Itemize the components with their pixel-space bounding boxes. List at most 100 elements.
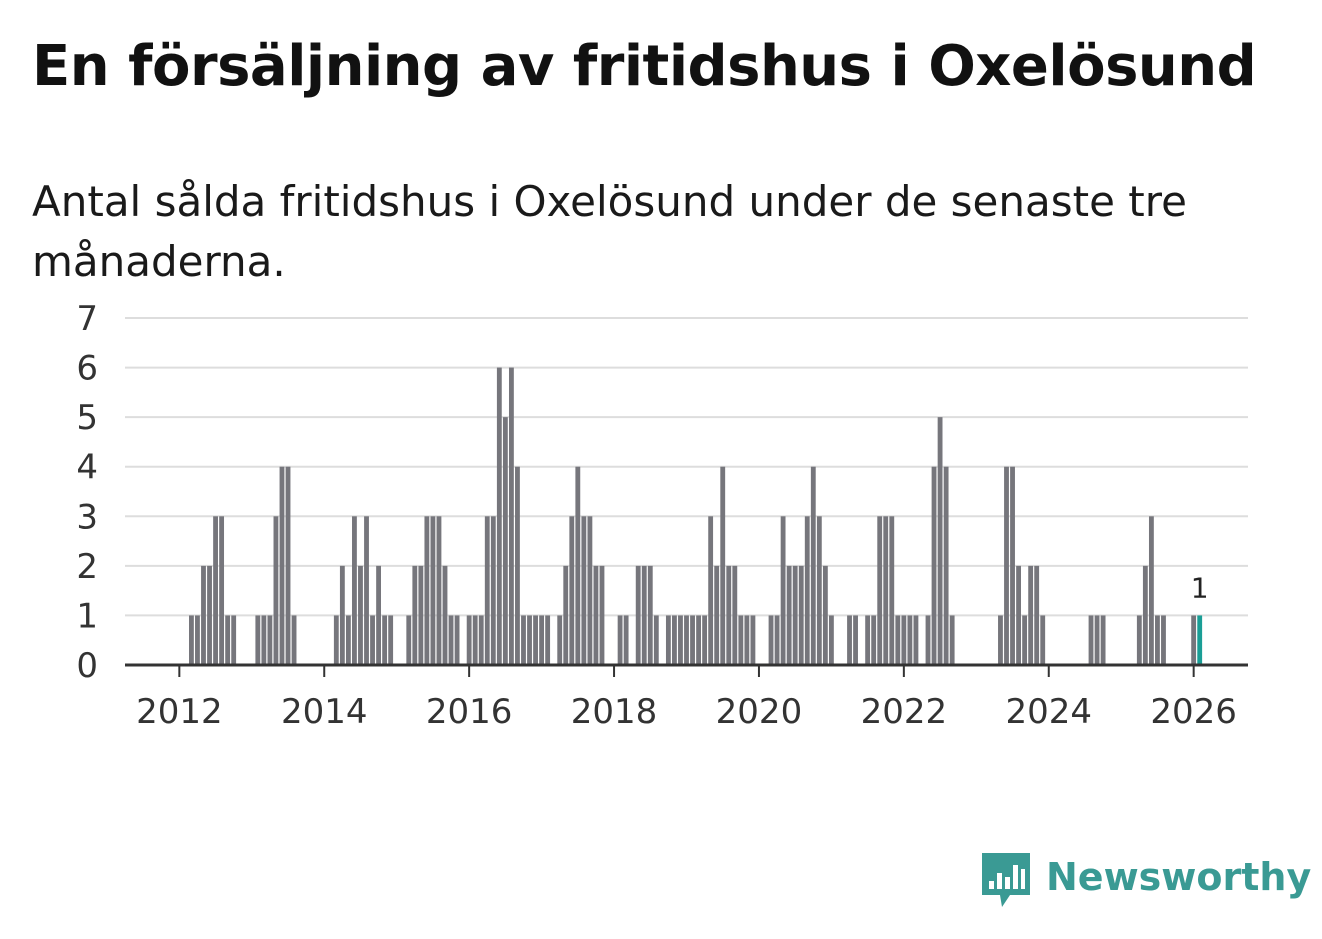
brand-name: Newsworthy [1046, 855, 1312, 899]
x-tick-label: 2018 [571, 692, 658, 732]
bar [484, 516, 490, 665]
bar [865, 615, 871, 665]
bar [714, 565, 720, 665]
bar [496, 367, 502, 665]
bar [388, 615, 394, 665]
x-tick-label: 2012 [136, 692, 223, 732]
bar [792, 565, 798, 665]
bars [189, 367, 1203, 665]
bar [738, 615, 744, 665]
bar [521, 615, 526, 665]
bar [478, 615, 484, 665]
bar [907, 615, 913, 665]
bar [895, 615, 901, 665]
bar [1191, 615, 1197, 665]
bar [1004, 466, 1009, 665]
bar [508, 367, 514, 665]
x-axis-ticks: 2012 2014 2016 2018 2020 2022 2024 2026 [136, 665, 1237, 732]
bar [545, 615, 551, 665]
bar [780, 516, 786, 665]
bar [708, 516, 714, 665]
newsworthy-logo-icon [982, 853, 1030, 907]
bar [732, 565, 738, 665]
bar [1142, 565, 1148, 665]
bar [406, 615, 412, 665]
bar [702, 615, 708, 665]
bar [672, 615, 677, 665]
bar [998, 615, 1003, 665]
bar [533, 615, 538, 665]
bar [207, 565, 212, 665]
bar [726, 565, 732, 665]
bar [750, 615, 756, 665]
y-tick-label: 0 [76, 646, 98, 686]
bar [382, 615, 388, 665]
bar [847, 615, 852, 665]
bar [1136, 615, 1142, 665]
bar [273, 516, 279, 665]
highlight-data-label: 1 [1191, 571, 1209, 604]
bar [418, 565, 424, 665]
bar [635, 565, 641, 665]
bar [448, 615, 454, 665]
y-tick-label: 5 [76, 398, 98, 438]
bar [563, 565, 569, 665]
bar [1155, 615, 1160, 665]
bar [195, 615, 200, 665]
x-tick-label: 2026 [1150, 692, 1237, 732]
bar [527, 615, 532, 665]
bar [539, 615, 545, 665]
bar [1197, 615, 1203, 665]
bar [853, 615, 858, 665]
bar [696, 615, 701, 665]
bar [412, 565, 418, 665]
y-tick-label: 6 [76, 349, 98, 389]
bar [358, 565, 363, 665]
bar [744, 615, 750, 665]
bar [267, 615, 273, 665]
bar [285, 466, 291, 665]
bar [798, 565, 804, 665]
bar [231, 615, 237, 665]
bar [828, 615, 834, 665]
bar [804, 516, 810, 665]
bar [786, 565, 792, 665]
bar [1094, 615, 1100, 665]
newsworthy-logo[interactable]: Newsworthy [980, 848, 1311, 912]
bar [889, 516, 895, 665]
x-tick-label: 2022 [861, 692, 948, 732]
bar [931, 466, 937, 665]
bar [339, 565, 345, 665]
bar [430, 516, 436, 665]
bar [599, 565, 605, 665]
y-tick-label: 4 [76, 448, 98, 488]
bar [1016, 565, 1021, 665]
bar [913, 615, 919, 665]
bar [774, 615, 780, 665]
y-tick-label: 2 [76, 547, 98, 587]
bar [647, 565, 653, 665]
bar [901, 615, 907, 665]
y-axis-ticks: 0 1 2 3 4 5 6 7 [76, 299, 98, 686]
bar [949, 615, 955, 665]
bar [575, 466, 581, 665]
bar [569, 516, 575, 665]
x-tick-label: 2024 [1005, 692, 1092, 732]
y-tick-label: 7 [76, 299, 98, 339]
bar [454, 615, 460, 665]
x-tick-label: 2020 [716, 692, 803, 732]
bar [593, 565, 599, 665]
bar [201, 565, 206, 665]
bar [502, 417, 508, 665]
bar [1040, 615, 1046, 665]
bar [684, 615, 689, 665]
bar [1022, 615, 1028, 665]
bar [623, 615, 629, 665]
bar [653, 615, 659, 665]
bar [472, 615, 478, 665]
bar [436, 516, 442, 665]
bar [883, 516, 889, 665]
bar [1148, 516, 1154, 665]
bar [515, 466, 520, 665]
